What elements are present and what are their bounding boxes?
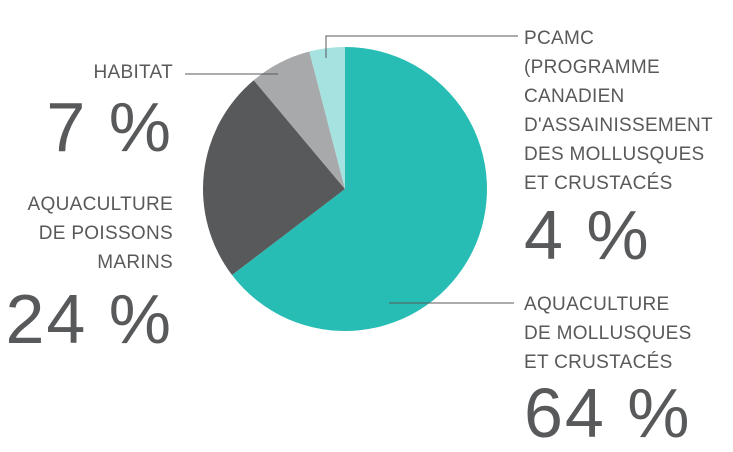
leader-line-pcamc <box>325 35 518 58</box>
slice-label-line: (PROGRAMME <box>524 57 660 78</box>
slice-label-marine-fish-aquaculture: AQUACULTURE DE POISSONS MARINS <box>28 190 173 277</box>
pie-slice-habitat <box>253 51 345 189</box>
slice-label-line: ET CRUSTACÉS <box>524 352 673 373</box>
slice-label-line: DE MOLLUSQUES <box>524 323 692 344</box>
slice-label-line: PCAMC <box>524 28 595 49</box>
slice-value-habitat: 7 % <box>46 88 173 166</box>
slice-value-marine-fish-aquaculture: 24 % <box>5 280 173 358</box>
pie-slice-marine-fish-aquaculture <box>202 80 345 275</box>
slice-label-line: MARINS <box>97 252 173 273</box>
slice-label-line: ET CRUSTACÉS <box>524 173 673 194</box>
slice-label-line: DE POISSONS <box>38 223 173 244</box>
slice-value-pcamc: 4 % <box>524 196 651 274</box>
slice-label-line: AQUACULTURE <box>27 194 173 215</box>
slice-label-habitat: HABITAT <box>93 58 173 87</box>
slice-label-shellfish-aquaculture: AQUACULTURE DE MOLLUSQUES ET CRUSTACÉS <box>524 290 692 377</box>
slice-value-shellfish-aquaculture: 64 % <box>524 374 692 452</box>
slice-label-line: D'ASSAINISSEMENT <box>524 115 713 136</box>
slice-label-pcamc: PCAMC (PROGRAMME CANADIEN D'ASSAINISSEME… <box>524 24 713 198</box>
slice-label-line: CANADIEN <box>524 86 625 107</box>
pie-slice-pcamc <box>309 47 345 189</box>
slice-label-line: DES MOLLUSQUES <box>524 144 705 165</box>
slice-label-line: AQUACULTURE <box>524 294 670 315</box>
pie-slice-shellfish-aquaculture <box>232 47 487 331</box>
slice-label-line: HABITAT <box>93 62 173 83</box>
